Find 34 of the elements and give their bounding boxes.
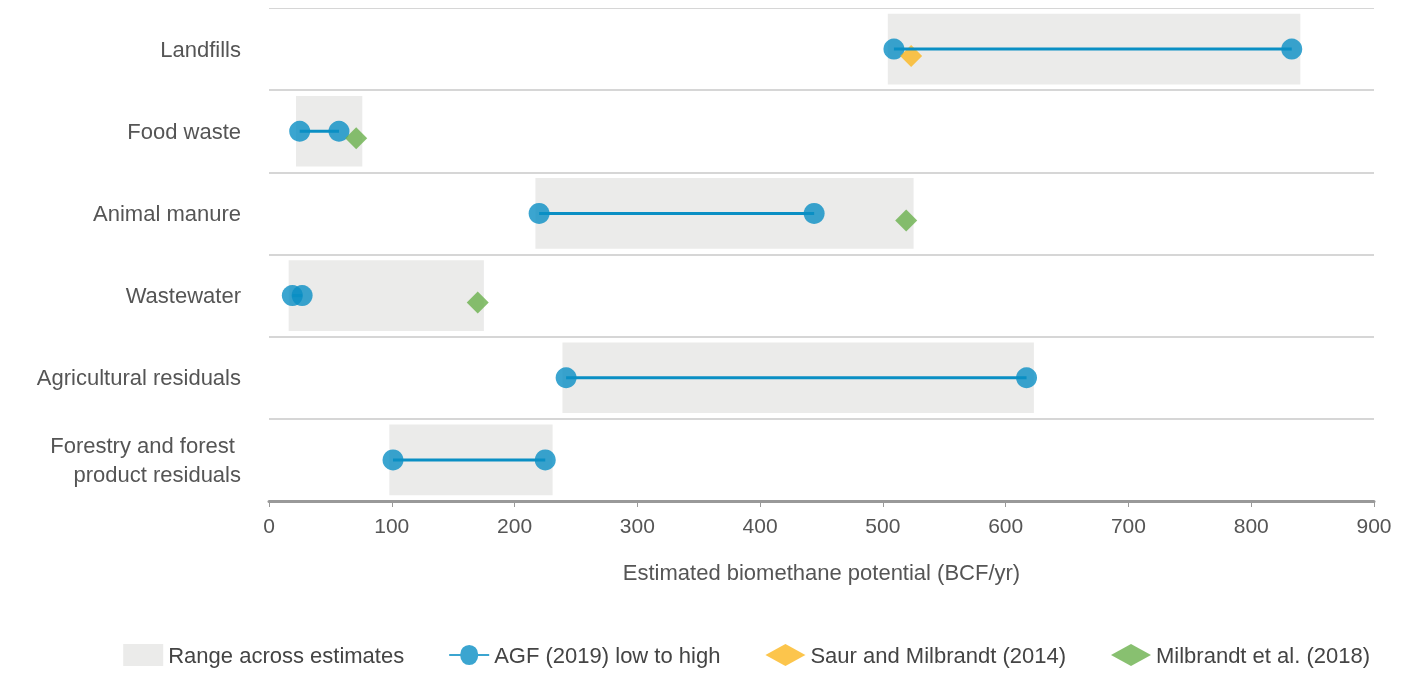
x-tick-label: 900 [1356,514,1392,537]
legend-label: Range across estimates [168,642,405,668]
x-tick-label: 600 [988,514,1024,537]
x-tick-label: 100 [374,514,410,537]
legend-label: Saur and Milbrandt (2014) [810,642,1067,668]
x-tick-label: 300 [619,514,655,537]
y-tick-label: Animal manure [93,200,241,226]
bar [288,260,484,331]
y-tick-label: Forestry and forest product residuals [50,432,241,487]
x-tick-label: 800 [1233,514,1269,537]
bar [535,178,914,249]
point [291,285,313,307]
y-tick-label: Landfills [160,36,241,62]
bar [887,13,1301,85]
point [534,449,556,471]
legend-label: Milbrandt et al. (2018) [1156,642,1370,668]
x-tick-label: 0 [263,514,275,537]
point [803,202,825,224]
legend-label: AGF (2019) low to high [494,642,721,668]
point [555,367,577,389]
x-tick-label: 700 [1110,514,1146,537]
x-tick-label: 200 [497,514,533,537]
bar [562,342,1034,414]
x-tick-label: 400 [742,514,778,537]
x-axis-title: Estimated biomethane potential (BCF/yr) [622,559,1021,585]
point [1016,367,1038,389]
point [1281,38,1303,60]
bar [389,424,553,496]
y-tick-label: Food waste [127,118,241,144]
x-tick-label: 500 [865,514,901,537]
point [528,202,550,224]
y-tick-label: Agricultural residuals [36,365,241,391]
point [289,120,311,142]
y-tick-label: Wastewater [125,283,241,309]
